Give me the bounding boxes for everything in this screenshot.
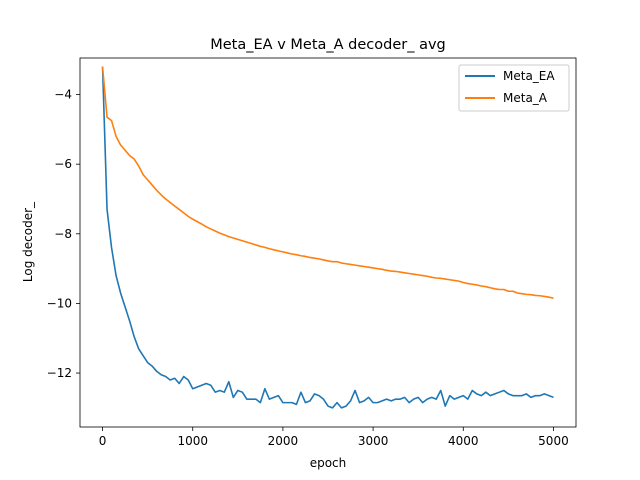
x-tick-label: 3000	[358, 434, 389, 448]
chart-title: Meta_EA v Meta_A decoder_ avg	[210, 37, 446, 53]
plot-area	[80, 58, 576, 427]
series-lines	[101, 66, 554, 409]
x-tick-label: 1000	[177, 434, 208, 448]
y-tick-label: −10	[47, 296, 72, 310]
series-line-meta-a	[101, 66, 554, 299]
series-line-meta-ea	[101, 66, 554, 409]
plot-frame	[79, 57, 577, 428]
legend: Meta_EA Meta_A	[458, 64, 570, 112]
y-axis-ticks: −12 −10 −8 −6 −4	[47, 88, 80, 380]
x-tick-label: 0	[99, 434, 107, 448]
legend-label-meta-a: Meta_A	[503, 91, 548, 105]
y-axis-label: Log decoder_	[21, 201, 35, 282]
y-tick-label: −12	[47, 366, 72, 380]
y-tick-label: −4	[54, 88, 72, 102]
x-tick-label: 4000	[448, 434, 479, 448]
x-tick-label: 5000	[538, 434, 569, 448]
x-tick-label: 2000	[268, 434, 299, 448]
x-axis-ticks: 0 1000 2000 3000 4000 5000	[99, 427, 569, 448]
y-tick-label: −6	[54, 157, 72, 171]
x-axis-label: epoch	[310, 456, 347, 470]
legend-label-meta-ea: Meta_EA	[503, 69, 555, 83]
y-tick-label: −8	[54, 227, 72, 241]
